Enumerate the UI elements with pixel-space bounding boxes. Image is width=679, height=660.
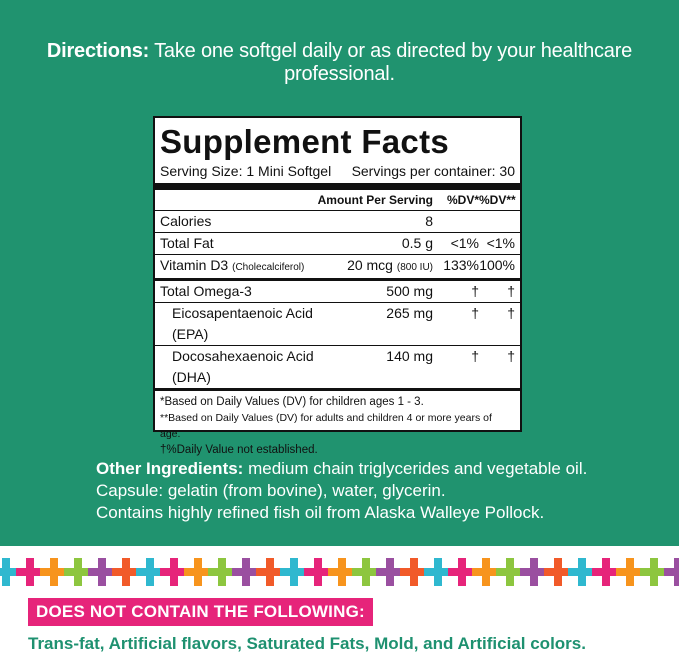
nutrient-dv1: † <box>471 348 479 364</box>
other-ingredients-text: medium chain triglycerides and vegetable… <box>243 459 588 478</box>
nutrient-amount-detail: (800 IU) <box>396 262 433 273</box>
plus-icon <box>184 558 212 586</box>
directions-line: Directions: Take one softgel daily or as… <box>0 40 679 86</box>
nutrient-name: Total Omega-3 <box>160 283 252 299</box>
nutrient-dv2: 100% <box>479 257 515 273</box>
plus-icon <box>0 558 20 586</box>
nutrient-dv2: † <box>507 283 515 299</box>
fish-oil-source: Contains highly refined fish oil from Al… <box>96 503 545 522</box>
plus-icon <box>232 558 260 586</box>
servings-per-container: Servings per container: 30 <box>351 163 515 179</box>
nutrient-name: Calories <box>160 213 212 229</box>
plus-icon <box>424 558 452 586</box>
plus-icon <box>640 558 668 586</box>
does-not-contain-banner: DOES NOT CONTAIN THE FOLLOWING: <box>28 598 373 626</box>
plus-icon <box>16 558 44 586</box>
plus-icon <box>280 558 308 586</box>
supplement-facts-title: Supplement Facts <box>160 123 450 160</box>
plus-icon <box>472 558 500 586</box>
plus-icon <box>400 558 428 586</box>
plus-icon <box>64 558 92 586</box>
nutrient-dv1: 133% <box>443 257 479 273</box>
other-ingredients-label: Other Ingredients: <box>96 459 244 478</box>
plus-icon <box>256 558 284 586</box>
facts-header-row: Amount Per Serving %DV* %DV** <box>160 190 516 210</box>
divider <box>155 210 520 211</box>
plus-icon <box>376 558 404 586</box>
plus-icon <box>208 558 236 586</box>
nutrient-amount: 500 mg <box>386 283 433 299</box>
medium-divider <box>155 388 520 391</box>
serving-info: Serving Size: 1 Mini Softgel Servings pe… <box>160 162 515 180</box>
divider <box>155 345 520 346</box>
nutrient-dv1: † <box>471 305 479 321</box>
nutrient-amount: 0.5 g <box>401 235 433 251</box>
directions-text: Take one softgel daily or as directed by… <box>149 40 633 85</box>
nutrient-name: Eicosapentaenoic Acid (EPA) <box>172 305 313 342</box>
plus-icon <box>136 558 164 586</box>
plus-icon <box>160 558 188 586</box>
amount-per-serving-header: Amount Per Serving <box>317 193 433 207</box>
plus-icon <box>328 558 356 586</box>
supplement-facts-panel: Supplement Facts Serving Size: 1 Mini So… <box>153 116 522 456</box>
decorative-cross-band <box>0 546 679 590</box>
nutrient-dv2 <box>479 211 515 232</box>
plus-icon <box>616 558 644 586</box>
plus-icon <box>568 558 596 586</box>
nutrient-dv2: † <box>507 305 515 321</box>
dv-adults-header: %DV** <box>479 193 516 207</box>
footnote-adults: **Based on Daily Values (DV) for adults … <box>160 412 492 440</box>
other-ingredients: Other Ingredients: medium chain triglyce… <box>96 458 587 524</box>
thick-divider <box>155 183 520 190</box>
nutrient-amount: 140 mg <box>386 348 433 364</box>
nutrient-row-vitamin-d3: Vitamin D3 (Cholecalciferol) 20 mcg (800… <box>160 255 515 278</box>
nutrient-row-calories: Calories 8 <box>160 211 515 232</box>
plus-icon <box>592 558 620 586</box>
nutrient-name: Docosahexaenoic Acid (DHA) <box>172 348 314 385</box>
nutrient-name: Total Fat <box>160 235 214 251</box>
nutrient-dv1 <box>433 211 479 232</box>
nutrient-dv1: <1% <box>450 235 479 251</box>
plus-icon <box>664 558 679 586</box>
nutrient-dv2: † <box>507 348 515 364</box>
medium-divider <box>155 278 520 281</box>
exclusions-list: Trans-fat, Artificial flavors, Saturated… <box>28 634 586 653</box>
nutrient-amount: 8 <box>425 213 433 229</box>
nutrient-row-dha: Docosahexaenoic Acid (DHA) 140 mg † † <box>160 346 515 388</box>
capsule-ingredients: Capsule: gelatin (from bovine), water, g… <box>96 481 446 500</box>
nutrient-dv1: † <box>471 283 479 299</box>
nutrient-row-epa: Eicosapentaenoic Acid (EPA) 265 mg † † <box>160 303 515 345</box>
nutrient-row-total-fat: Total Fat 0.5 g <1% <1% <box>160 233 515 254</box>
footnote-children: *Based on Daily Values (DV) for children… <box>160 396 424 408</box>
plus-icon <box>520 558 548 586</box>
plus-icon <box>88 558 116 586</box>
divider <box>155 254 520 255</box>
nutrient-amount: 265 mg <box>386 305 433 321</box>
plus-icon <box>112 558 140 586</box>
footnote-not-established: †%Daily Value not established. <box>160 444 318 456</box>
nutrient-row-omega-3: Total Omega-3 500 mg † † <box>160 281 515 302</box>
nutrient-name: Vitamin D3 <box>160 257 233 273</box>
divider <box>155 302 520 303</box>
nutrient-amount: 20 mcg <box>347 257 397 273</box>
plus-icon <box>544 558 572 586</box>
footnotes: *Based on Daily Values (DV) for children… <box>160 391 515 458</box>
plus-icon <box>304 558 332 586</box>
plus-icon <box>352 558 380 586</box>
divider <box>155 232 520 233</box>
directions-label: Directions: <box>46 40 150 62</box>
plus-icon <box>496 558 524 586</box>
plus-icon <box>448 558 476 586</box>
serving-size: Serving Size: 1 Mini Softgel <box>160 163 332 179</box>
plus-icon <box>40 558 68 586</box>
dv-children-header: %DV* <box>446 193 479 207</box>
nutrient-name-detail: (Cholecalciferol) <box>232 262 305 273</box>
nutrient-dv2: <1% <box>486 235 515 251</box>
